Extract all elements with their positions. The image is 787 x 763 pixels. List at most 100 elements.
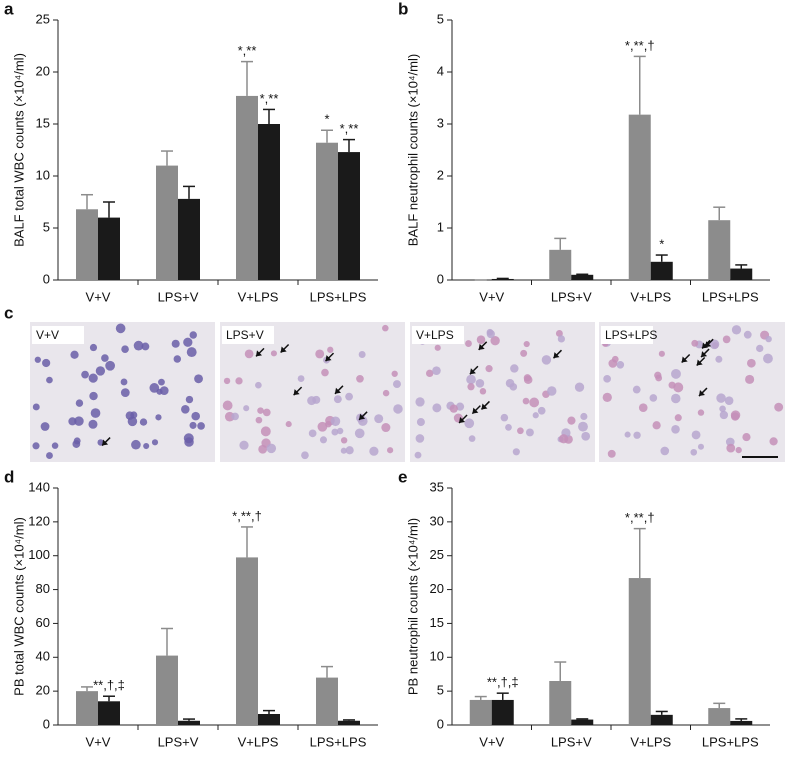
cell bbox=[607, 449, 616, 458]
bar bbox=[491, 699, 514, 725]
arrow-head bbox=[553, 352, 560, 359]
cell bbox=[258, 444, 268, 454]
arrow-head bbox=[102, 439, 109, 446]
cell bbox=[726, 443, 736, 453]
cell bbox=[336, 427, 344, 435]
panel-label: d bbox=[4, 467, 14, 486]
cell bbox=[697, 443, 704, 450]
arrow-head bbox=[334, 387, 341, 394]
cell bbox=[652, 421, 661, 430]
cell bbox=[434, 344, 441, 351]
cell bbox=[369, 446, 379, 456]
cell bbox=[331, 428, 339, 436]
bar bbox=[650, 261, 673, 280]
x-tick-label: V+V bbox=[86, 289, 111, 304]
cell bbox=[547, 386, 557, 396]
cell bbox=[382, 324, 389, 332]
y-axis-label: PB total WBC counts (×10⁴/ml) bbox=[11, 517, 26, 696]
cell bbox=[255, 416, 263, 424]
bar bbox=[258, 124, 280, 280]
cell bbox=[381, 422, 391, 433]
bar bbox=[730, 268, 753, 280]
bar bbox=[156, 655, 178, 725]
bar bbox=[708, 220, 731, 280]
cell bbox=[257, 407, 264, 414]
bar bbox=[571, 719, 594, 725]
arrow-head bbox=[481, 403, 488, 410]
panel-label: a bbox=[4, 0, 14, 18]
cell bbox=[476, 335, 486, 344]
cell bbox=[658, 350, 665, 357]
cell bbox=[512, 448, 520, 456]
x-tick-label: V+LPS bbox=[630, 734, 671, 749]
cell bbox=[671, 425, 680, 434]
significance-label: *,** bbox=[238, 43, 257, 58]
significance-label: *,**,† bbox=[232, 508, 262, 523]
cell bbox=[231, 412, 239, 421]
cell bbox=[486, 329, 495, 339]
cell bbox=[745, 374, 755, 384]
cell bbox=[747, 358, 756, 368]
cell bbox=[88, 419, 98, 429]
y-tick-label: 1 bbox=[437, 219, 444, 234]
cell bbox=[743, 330, 752, 339]
cell bbox=[464, 418, 475, 429]
cell bbox=[691, 430, 701, 440]
cell bbox=[671, 393, 681, 404]
cell bbox=[517, 427, 524, 435]
cell bbox=[475, 379, 485, 388]
cell bbox=[127, 416, 138, 427]
cell bbox=[95, 366, 106, 376]
y-tick-label: 2 bbox=[437, 167, 444, 182]
y-tick-label: 120 bbox=[28, 513, 50, 528]
cell bbox=[673, 382, 684, 393]
cell bbox=[668, 381, 676, 389]
cell bbox=[769, 437, 778, 446]
cell bbox=[131, 439, 141, 450]
y-tick-label: 5 bbox=[437, 11, 444, 26]
y-tick-label: 25 bbox=[36, 11, 50, 26]
y-tick-label: 0 bbox=[437, 271, 444, 286]
arrow-head bbox=[293, 389, 300, 396]
y-axis-label: PB neutrophil counts (×10⁴/ml) bbox=[405, 518, 420, 695]
cell bbox=[719, 410, 729, 420]
micrograph: V+V bbox=[30, 322, 215, 462]
cell bbox=[68, 417, 77, 426]
cell bbox=[191, 411, 200, 421]
bar bbox=[178, 198, 200, 280]
x-tick-label: V+V bbox=[86, 734, 111, 749]
cell bbox=[189, 421, 197, 429]
label-background bbox=[32, 326, 84, 344]
cell bbox=[185, 395, 194, 404]
cell bbox=[321, 368, 329, 377]
bar bbox=[491, 278, 514, 280]
cell bbox=[522, 397, 530, 405]
micrograph-background bbox=[220, 322, 405, 462]
y-tick-label: 0 bbox=[437, 716, 444, 731]
y-axis-label: BALF neutrophil counts (×10⁴/ml) bbox=[405, 54, 420, 246]
cell bbox=[432, 403, 442, 413]
cell bbox=[81, 370, 89, 379]
cell bbox=[243, 405, 250, 412]
y-tick-label: 5 bbox=[43, 219, 50, 234]
arrow-head bbox=[698, 390, 705, 397]
cell bbox=[374, 414, 384, 424]
cell bbox=[244, 349, 254, 359]
cell bbox=[449, 404, 458, 413]
x-tick-label: LPS+V bbox=[551, 734, 592, 749]
cell bbox=[358, 351, 366, 358]
cell bbox=[603, 374, 611, 383]
cell bbox=[354, 428, 365, 439]
cell bbox=[382, 389, 390, 397]
cell bbox=[223, 377, 231, 385]
arrow-head bbox=[255, 350, 262, 357]
cell bbox=[181, 405, 190, 414]
cell bbox=[415, 397, 425, 407]
bar bbox=[236, 557, 258, 725]
y-tick-label: 3 bbox=[437, 115, 444, 130]
micrograph-label: LPS+LPS bbox=[605, 328, 657, 342]
micrograph-label: V+LPS bbox=[416, 328, 454, 342]
cell bbox=[173, 355, 182, 363]
cell bbox=[690, 448, 698, 456]
cell bbox=[580, 412, 588, 421]
